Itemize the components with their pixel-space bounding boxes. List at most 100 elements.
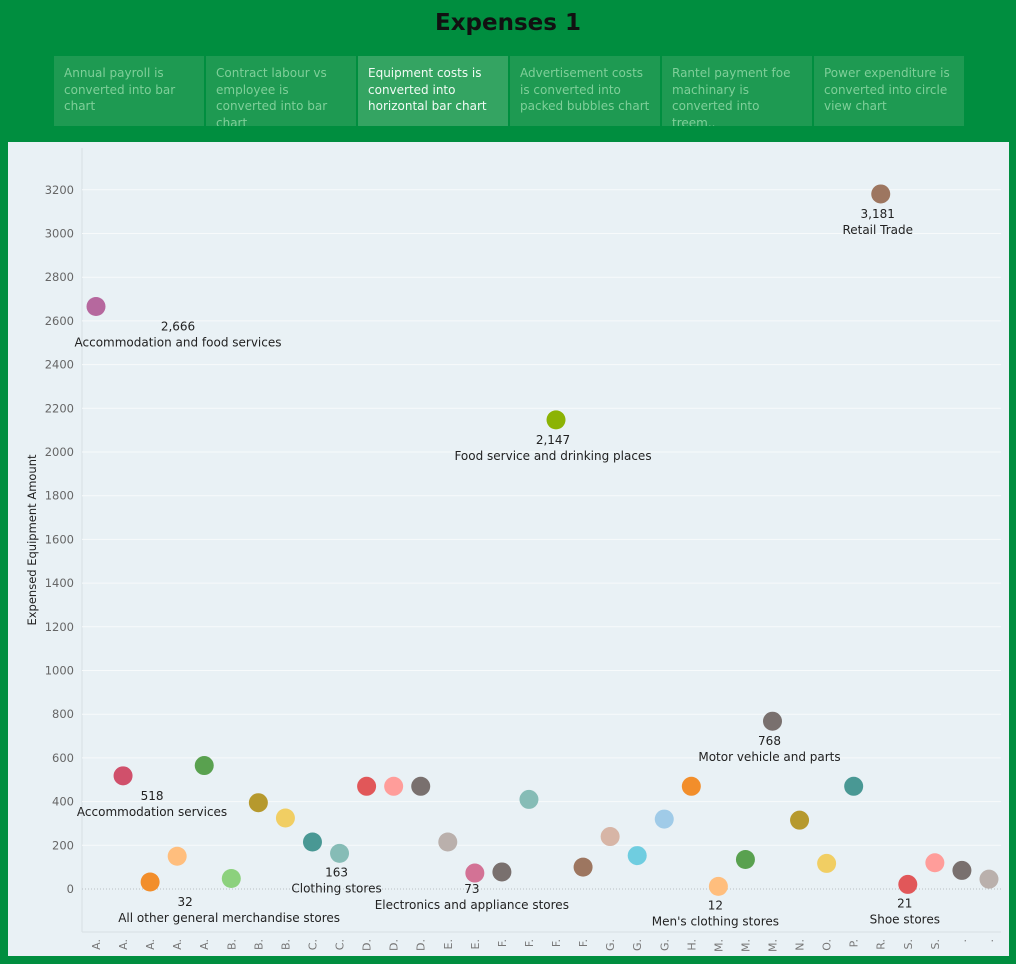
- x-tick-label: G.: [658, 939, 671, 951]
- x-tick-label: M.: [767, 939, 780, 952]
- data-value-label: 163: [325, 865, 348, 879]
- x-tick-label: F.: [577, 939, 590, 947]
- category-name-label: Electronics and appliance stores: [375, 898, 569, 912]
- data-point: [357, 776, 377, 796]
- scatter-chart: 0 200 400 600 800 1000 1200 1400 1600 1800 2000 220…: [25, 148, 1001, 952]
- data-point: [790, 810, 810, 830]
- data-point: [708, 876, 728, 896]
- data-point: [925, 853, 945, 873]
- x-tick-label: D.: [388, 939, 401, 951]
- x-tick-label: R.: [875, 939, 888, 950]
- data-value-label: 3,181: [861, 207, 895, 221]
- x-tick-label: .: [956, 939, 969, 943]
- x-tick-label: N.: [794, 939, 807, 951]
- x-tick-label: B.: [279, 939, 292, 950]
- data-point: [86, 296, 106, 316]
- data-labels: 2,666 Accommodation and food services 518 A…: [75, 207, 940, 928]
- x-tick-label: A.: [198, 939, 211, 950]
- category-name-label: All other general merchandise stores: [118, 911, 340, 925]
- tab-contract-labour[interactable]: Contract labour vs employee is converted…: [206, 56, 356, 126]
- data-point: [898, 874, 918, 894]
- data-point: [573, 857, 593, 877]
- data-point: [817, 853, 837, 873]
- data-point: [438, 832, 458, 852]
- data-point: [167, 846, 187, 866]
- data-point: [465, 863, 485, 883]
- data-value-label: 73: [464, 882, 479, 896]
- x-tick-label: A.: [90, 939, 103, 950]
- x-tick-label: G.: [604, 939, 617, 951]
- y-tick-label: 400: [52, 795, 74, 809]
- y-tick-label: 2600: [45, 314, 74, 328]
- category-name-label: Shoe stores: [870, 912, 940, 926]
- x-tick-label: F.: [496, 939, 509, 947]
- x-tick-label: F.: [550, 939, 563, 947]
- x-tick-label: C.: [306, 939, 319, 950]
- data-point: [221, 869, 241, 889]
- data-value-label: 12: [708, 898, 723, 912]
- y-tick-label: 2800: [45, 270, 74, 284]
- x-tick-label: M.: [712, 939, 725, 952]
- y-tick-label: 800: [52, 707, 74, 721]
- y-tick-label: 200: [52, 838, 74, 852]
- data-point: [654, 809, 674, 829]
- data-point: [681, 776, 701, 796]
- data-point: [384, 776, 404, 796]
- y-tick-label: 600: [52, 751, 74, 765]
- data-value-label: 768: [758, 734, 781, 748]
- data-value-label: 518: [141, 789, 164, 803]
- data-point: [763, 711, 782, 731]
- x-tick-label: B.: [225, 939, 238, 950]
- x-tick-label: G.: [631, 939, 644, 951]
- tab-power-expenditure[interactable]: Power expenditure is converted into circ…: [814, 56, 964, 126]
- data-point: [627, 846, 647, 866]
- data-point: [979, 869, 999, 889]
- data-point: [844, 776, 864, 796]
- y-tick-label: 2400: [45, 358, 74, 372]
- data-value-label: 2,147: [536, 433, 570, 447]
- y-tick-label: 0: [67, 882, 74, 896]
- data-point: [275, 808, 295, 828]
- y-tick-label: 1600: [45, 532, 74, 546]
- y-tick-label: 1400: [45, 576, 74, 590]
- x-tick-label: S.: [902, 939, 915, 949]
- x-tick-label: H.: [685, 939, 698, 951]
- category-name-label: Accommodation services: [77, 805, 227, 819]
- x-tick-label: A.: [117, 939, 130, 950]
- tab-advertisement-costs[interactable]: Advertisement costs is converted into pa…: [510, 56, 660, 126]
- data-value-label: 21: [897, 896, 912, 910]
- tab-annual-payroll[interactable]: Annual payroll is converted into bar cha…: [54, 56, 204, 126]
- y-tick-label: 2000: [45, 445, 74, 459]
- data-point: [194, 756, 214, 776]
- data-point: [871, 184, 891, 204]
- data-point: [330, 843, 350, 863]
- data-point: [411, 776, 431, 796]
- y-tick-label: 2200: [45, 401, 74, 415]
- category-name-label: Food service and drinking places: [454, 449, 651, 463]
- tab-rental-payment[interactable]: Rantel payment foe machinary is converte…: [662, 56, 812, 126]
- page-title: Expenses 1: [435, 10, 581, 36]
- data-point: [519, 789, 539, 809]
- x-tick-label: F.: [523, 939, 536, 947]
- data-value-label: 32: [177, 895, 192, 909]
- y-tick-label: 1800: [45, 489, 74, 503]
- y-axis: 0 200 400 600 800 1000 1200 1400 1600 1800 2000 220…: [45, 183, 74, 896]
- x-tick-label: A.: [144, 939, 157, 950]
- y-tick-label: 3000: [45, 227, 74, 241]
- gridlines: [81, 148, 1001, 933]
- data-points: [86, 184, 999, 896]
- data-point: [248, 793, 268, 813]
- x-tick-label: O.: [821, 939, 834, 951]
- x-axis: A. A. A. A. A. B. B. B. C. C. D. D. D. E. E. F. F. F. F. G.…: [90, 939, 996, 952]
- data-point: [113, 766, 133, 786]
- x-tick-label: D.: [361, 939, 374, 951]
- x-tick-label: C.: [334, 939, 347, 950]
- category-name-label: Clothing stores: [291, 881, 381, 895]
- data-point: [492, 862, 512, 882]
- tab-equipment-costs[interactable]: Equipment costs is converted into horizo…: [358, 56, 508, 126]
- category-name-label: Retail Trade: [842, 223, 913, 237]
- category-name-label: Motor vehicle and parts: [698, 750, 840, 764]
- x-tick-label: A.: [171, 939, 184, 950]
- x-tick-label: D.: [415, 939, 428, 951]
- data-point: [546, 410, 566, 430]
